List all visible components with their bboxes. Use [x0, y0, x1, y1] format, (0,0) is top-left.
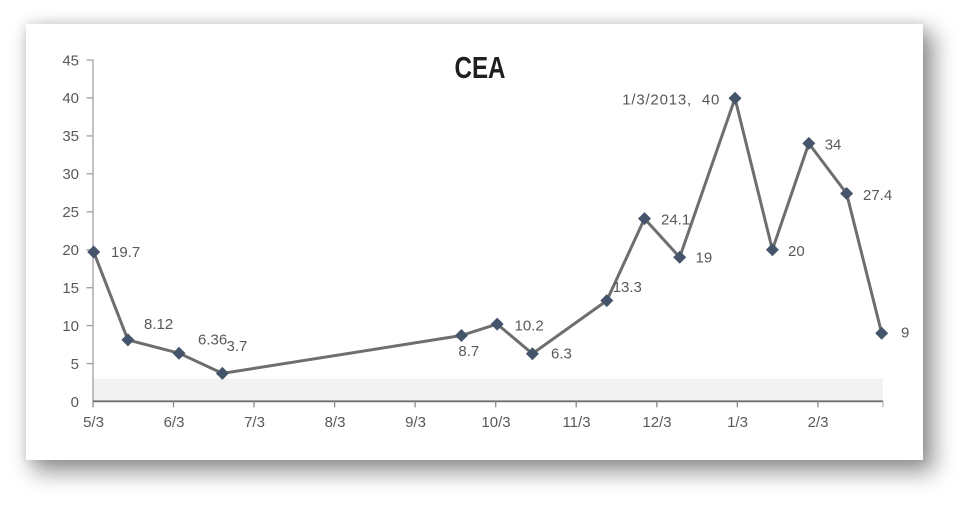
svg-text:1/3/2013, 40: 1/3/2013, 40: [622, 91, 720, 108]
svg-text:5: 5: [71, 356, 79, 373]
svg-text:2/3: 2/3: [808, 414, 829, 431]
svg-text:3.7: 3.7: [227, 338, 248, 355]
svg-text:27.4: 27.4: [863, 187, 892, 204]
svg-text:25: 25: [62, 204, 79, 221]
svg-text:19: 19: [696, 249, 713, 266]
svg-text:8/3: 8/3: [325, 414, 346, 431]
svg-text:7/3: 7/3: [244, 414, 265, 431]
svg-text:24.1: 24.1: [661, 211, 690, 228]
svg-text:5/3: 5/3: [83, 414, 104, 431]
svg-text:20: 20: [62, 242, 79, 259]
svg-text:35: 35: [62, 128, 79, 145]
svg-text:6/3: 6/3: [164, 414, 185, 431]
svg-text:8.7: 8.7: [458, 343, 479, 360]
svg-text:10: 10: [62, 318, 79, 335]
svg-text:9/3: 9/3: [405, 414, 426, 431]
svg-text:CEA: CEA: [455, 50, 506, 85]
svg-text:45: 45: [62, 52, 79, 69]
svg-text:10/3: 10/3: [481, 414, 510, 431]
svg-text:20: 20: [788, 243, 805, 260]
svg-text:30: 30: [62, 166, 79, 183]
svg-text:34: 34: [825, 136, 842, 153]
svg-text:9: 9: [901, 324, 909, 341]
svg-text:13.3: 13.3: [613, 279, 642, 296]
svg-text:0: 0: [71, 394, 79, 411]
svg-text:11/3: 11/3: [562, 414, 590, 431]
svg-text:40: 40: [62, 90, 79, 107]
svg-text:19.7: 19.7: [111, 244, 140, 261]
svg-text:6.36: 6.36: [198, 332, 227, 349]
svg-text:6.3: 6.3: [551, 345, 572, 362]
svg-text:12/3: 12/3: [642, 414, 671, 431]
svg-text:8.12: 8.12: [144, 316, 173, 333]
svg-text:15: 15: [62, 280, 79, 297]
svg-text:10.2: 10.2: [515, 317, 544, 334]
svg-text:1/3: 1/3: [727, 414, 748, 431]
